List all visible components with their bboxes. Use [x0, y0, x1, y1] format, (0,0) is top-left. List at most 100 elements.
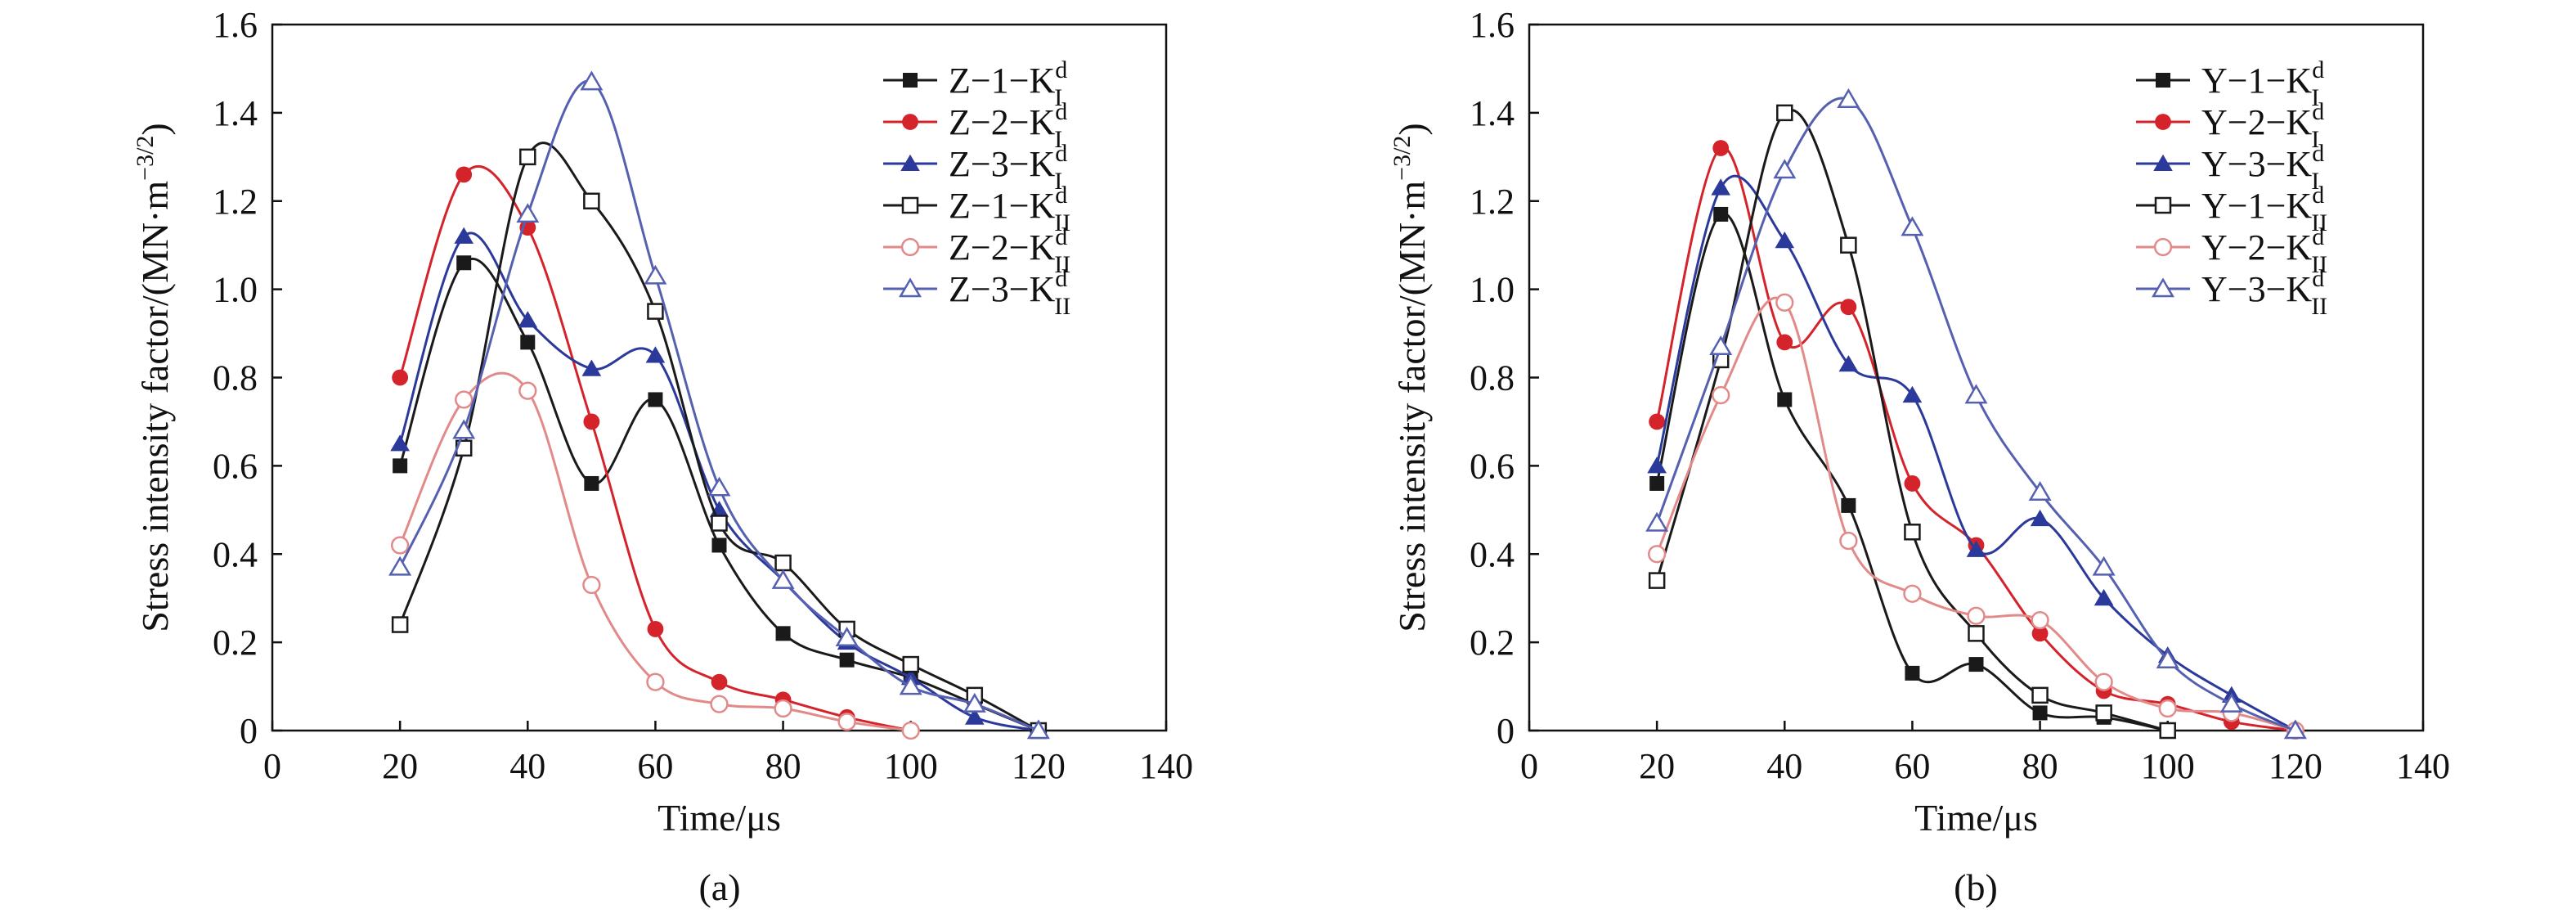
data-point-a-1-30	[456, 255, 472, 271]
data-point-a-4-100	[902, 655, 919, 673]
legend-b: Y−1−Kd IY−2−Kd IY−3−Kd IY−1−Kd IIY−2−Kd IIY−3…	[2136, 56, 2327, 320]
x-tick-label-a-120: 120	[1012, 746, 1066, 786]
data-point-a-1-50	[584, 475, 599, 491]
data-point-b-6-100	[2156, 649, 2179, 668]
data-point-b-4-60	[1904, 524, 1921, 541]
legend-marker-b-5	[2153, 237, 2173, 257]
data-point-b-6-120	[2283, 719, 2307, 740]
legend-label-a-3: Z−3−Kd I	[949, 140, 1067, 195]
legend-marker-a-1	[903, 73, 918, 88]
legend-marker-b-6	[2152, 277, 2174, 298]
data-point-b-3-70	[1966, 540, 1986, 557]
x-tick-label-b-20: 20	[1639, 746, 1675, 786]
legend-entry-b-6: Y−3−Kd II	[2136, 265, 2327, 320]
y-axis-title-b: Stress intensity factor/(MN·m−3/2)	[1389, 123, 1433, 632]
x-tick-label-a-80: 80	[765, 746, 801, 786]
legend-entry-a-6: Z−3−Kd II	[883, 265, 1070, 320]
data-point-a-1-20	[393, 458, 408, 474]
data-point-a-1-70	[711, 537, 727, 553]
data-point-b-5-30	[1712, 385, 1730, 405]
x-tick-label-a-60: 60	[637, 746, 673, 786]
data-point-b-6-80	[2028, 481, 2052, 501]
legend-a: Z−1−Kd IZ−2−Kd IZ−3−Kd IZ−1−Kd IIZ−2−Kd IIZ−3…	[883, 56, 1070, 320]
data-point-b-3-20	[1647, 456, 1667, 474]
data-point-a-2-60	[647, 621, 664, 637]
legend-marker-a-5	[900, 237, 920, 257]
data-point-a-3-110	[965, 708, 985, 725]
legend-label-a-1: Z−1−Kd I	[949, 56, 1067, 111]
series-a-5	[390, 371, 920, 740]
data-point-b-5-20	[1647, 545, 1667, 564]
legend-label-b-1: Y−1−Kd I	[2201, 56, 2324, 111]
data-point-a-6-100	[899, 675, 922, 695]
y-tick-label-b-5: 1.0	[1470, 270, 1515, 310]
series-line-b-2	[1655, 146, 2296, 732]
data-point-b-4-20	[1648, 572, 1666, 589]
data-point-a-4-80	[774, 554, 792, 572]
data-point-b-6-40	[1773, 159, 1797, 179]
data-point-a-5-50	[582, 575, 601, 595]
y-tick-label-a-4: 0.8	[213, 358, 258, 398]
data-point-a-3-30	[454, 227, 473, 244]
legend-label-b-5: Y−2−Kd II	[2201, 223, 2327, 278]
x-tick-label-a-20: 20	[382, 746, 418, 786]
data-point-b-1-80	[2032, 705, 2048, 721]
panel-caption-b: (b)	[1954, 866, 1998, 908]
data-point-b-1-60	[1905, 665, 1920, 681]
data-point-a-4-70	[711, 515, 728, 532]
data-point-a-5-90	[837, 713, 856, 731]
data-point-a-3-40	[518, 311, 538, 328]
data-point-b-6-60	[1901, 216, 1924, 236]
series-line-b-1	[1655, 212, 2169, 732]
data-point-a-5-60	[646, 672, 665, 691]
data-point-a-2-50	[583, 413, 600, 430]
data-point-b-3-90	[2094, 588, 2114, 606]
legend-marker-b-4	[2154, 196, 2172, 214]
series-b-1	[1649, 206, 2175, 738]
data-point-b-5-80	[2031, 611, 2049, 630]
data-point-b-2-60	[1904, 475, 1921, 492]
series-line-a-2	[398, 164, 912, 732]
data-point-a-6-80	[771, 569, 795, 589]
legend-label-b-4: Y−1−Kd II	[2201, 182, 2327, 236]
x-tick-label-a-140: 140	[1139, 746, 1193, 786]
y-axis-title-a: Stress intensity factor/(MN·m−3/2)	[132, 123, 176, 632]
legend-label-b-6: Y−3−Kd II	[2201, 265, 2327, 320]
y-tick-label-a-0: 0	[240, 711, 258, 751]
data-point-a-4-50	[583, 192, 600, 209]
data-point-a-6-70	[707, 476, 731, 497]
x-axis-title-a: Time/μs	[657, 797, 781, 839]
x-tick-label-a-100: 100	[884, 746, 938, 786]
legend-entry-a-5: Z−2−Kd II	[883, 223, 1070, 278]
series-b-5	[1647, 293, 2305, 740]
data-point-a-3-20	[390, 434, 410, 452]
legend-label-b-3: Y−3−Kd I	[2201, 140, 2324, 195]
data-point-b-1-50	[1841, 497, 1856, 513]
data-point-b-2-20	[1649, 413, 1666, 430]
data-point-b-6-90	[2092, 555, 2116, 576]
data-point-a-5-30	[455, 390, 473, 409]
data-point-a-4-60	[647, 303, 664, 320]
legend-label-a-2: Z−2−Kd I	[949, 98, 1067, 153]
data-point-b-2-50	[1840, 299, 1857, 316]
data-point-b-3-40	[1775, 232, 1795, 249]
data-point-a-6-20	[388, 555, 412, 576]
series-a-1	[393, 255, 1046, 738]
data-point-b-5-40	[1775, 293, 1794, 312]
y-tick-label-a-3: 0.6	[213, 446, 258, 486]
data-point-b-3-60	[1902, 385, 1923, 403]
data-point-b-1-70	[1968, 657, 1984, 672]
data-point-b-5-60	[1903, 584, 1922, 603]
data-point-a-2-70	[711, 673, 728, 690]
data-point-b-4-50	[1840, 236, 1857, 254]
x-tick-label-b-60: 60	[1894, 746, 1930, 786]
y-tick-label-b-0: 0	[1497, 711, 1515, 751]
legend-entry-a-3: Z−3−Kd I	[883, 140, 1067, 195]
legend-label-a-5: Z−2−Kd II	[949, 223, 1070, 278]
y-tick-label-b-2: 0.4	[1470, 534, 1515, 574]
y-tick-label-b-1: 0.2	[1470, 623, 1515, 663]
data-point-a-1-90	[839, 652, 855, 668]
data-point-a-1-80	[775, 626, 791, 641]
data-point-b-5-50	[1839, 531, 1858, 551]
data-point-b-5-100	[2158, 699, 2177, 718]
